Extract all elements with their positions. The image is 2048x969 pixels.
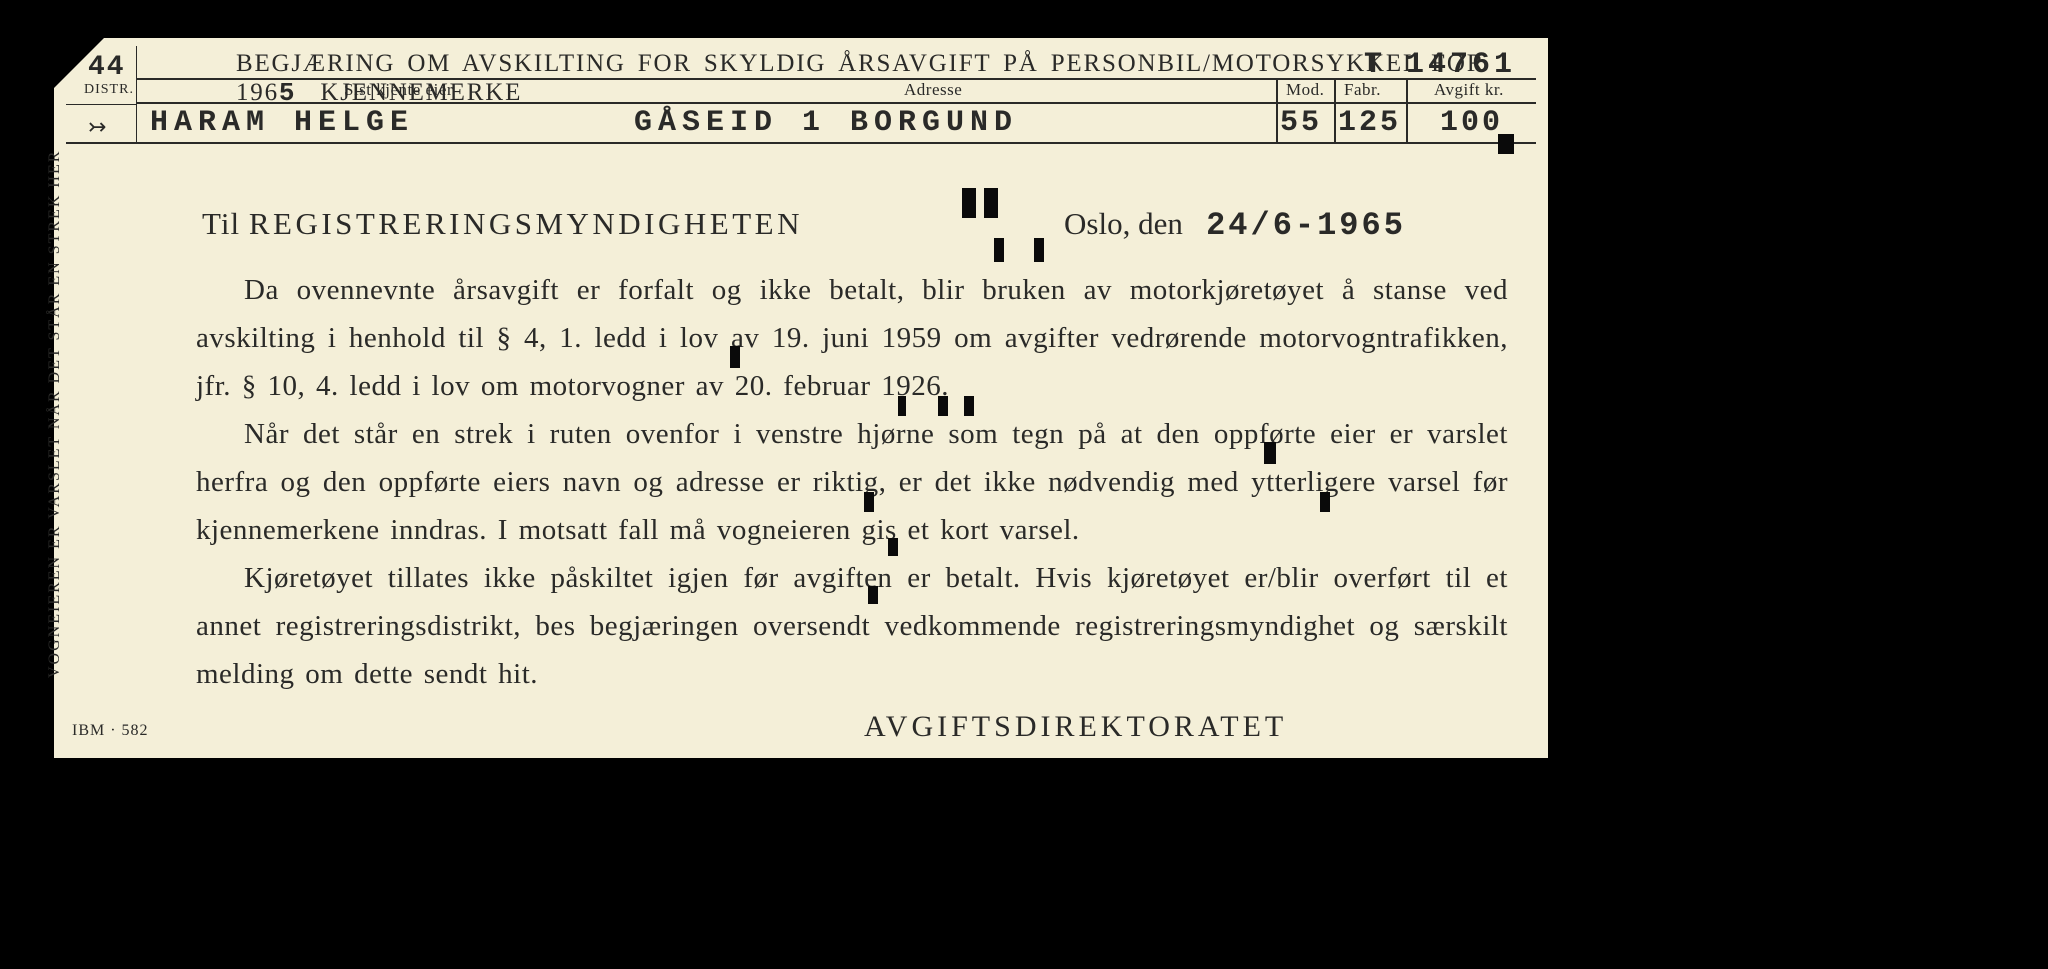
value-avgift: 100 [1440,106,1503,140]
redaction-mark [898,396,906,416]
paragraph-3: Kjøretøyet tillates ikke påskiltet igjen… [196,554,1508,698]
margin-note-vertical: VOGNEIEREN ER VARSLET NÅR DET STÅR EN ST… [46,150,64,678]
form-code: IBM · 582 [72,722,149,740]
paragraph-2: Når det står en strek i ruten ovenfor i … [196,410,1508,554]
kjennemerke-prefix: T [1364,48,1386,82]
letter-body: Da ovennevnte årsavgift er forfalt og ik… [196,266,1508,698]
document-paper: 44 DISTR. ↣ BEGJÆRING OM AVSKILTING FOR … [54,38,1548,758]
value-mod: 55 [1280,106,1322,140]
label-fabr: Fabr. [1344,80,1381,100]
redaction-mark [1034,238,1044,262]
title-year: 5 [279,78,296,108]
addressee-name: REGISTRERINGSMYNDIGHETEN [249,206,803,241]
header-vline-2 [1334,78,1336,142]
redaction-mark [964,396,974,416]
header-vline-1 [1276,78,1278,142]
value-owner: HARAM HELGE [150,106,414,140]
redaction-mark [984,188,998,218]
distr-number: 44 [88,52,126,83]
redaction-mark [868,586,878,604]
redaction-mark [962,188,976,218]
header-vline-3 [1406,78,1408,142]
label-avgift: Avgift kr. [1434,80,1504,100]
redaction-mark [1320,492,1330,512]
addressee-prefix: Til [202,206,249,241]
redaction-mark [994,238,1004,262]
value-fabr: 125 [1338,106,1401,140]
date-stamp: 24/6-1965 [1206,207,1406,244]
addressee-line: Til REGISTRERINGSMYNDIGHETEN [202,206,803,242]
header-rule-3 [66,142,1536,144]
label-owner: Sist kjente eier [344,80,453,100]
redaction-mark [888,538,898,556]
label-address: Adresse [904,80,962,100]
redaction-mark [864,492,874,512]
value-address: GÅSEID 1 BORGUND [634,106,1018,140]
redaction-mark [938,396,948,416]
arrow-box: ↣ [66,104,137,142]
paragraph-1: Da ovennevnte årsavgift er forfalt og ik… [196,266,1508,410]
distr-box: 44 DISTR. [66,46,137,105]
kjennemerke-value: 14761 [1406,48,1516,82]
redaction-mark [1498,134,1514,154]
place-date: Oslo, den 24/6-1965 [1064,206,1406,244]
label-mod: Mod. [1286,80,1324,100]
place: Oslo, den [1064,206,1183,241]
arrow-icon: ↣ [88,114,106,140]
redaction-mark [1264,442,1276,464]
signature: AVGIFTSDIREKTORATET [864,710,1287,744]
redaction-mark [730,346,740,368]
distr-label: DISTR. [84,82,134,98]
